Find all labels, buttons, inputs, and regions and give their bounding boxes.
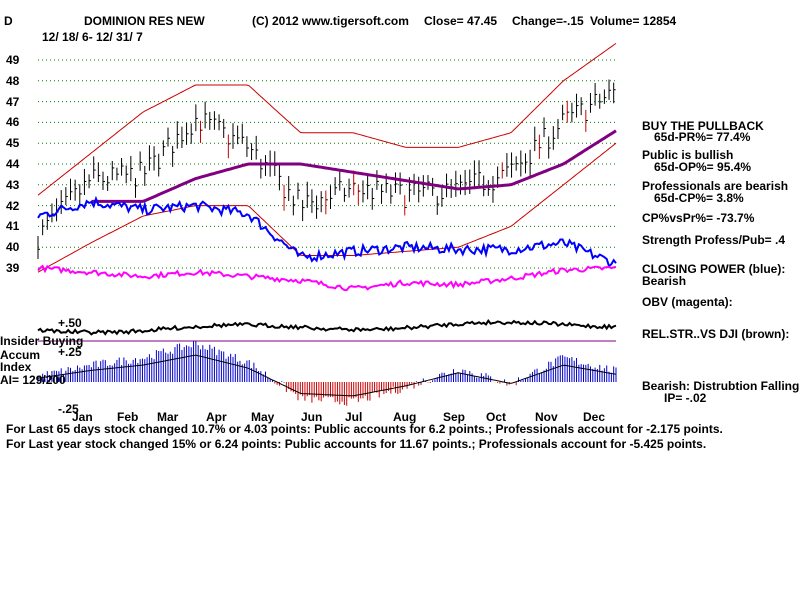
accum-axis-top: +.50 [58, 316, 82, 330]
month-oct: Oct [486, 410, 507, 424]
accum-ma [37, 354, 617, 397]
price-tick-40: 40 [6, 240, 20, 255]
ai-label: AI= 129/200 [0, 373, 66, 387]
side-line-7: CP%vsPr%= -73.7% [642, 211, 755, 225]
side-line-8: Strength Profess/Pub= .4 [642, 233, 786, 247]
side-line-4: 65d-OP%= 95.4% [654, 160, 752, 174]
month-jul: Jul [345, 410, 363, 424]
month-nov: Nov [535, 410, 558, 424]
price-tick-48: 48 [6, 73, 20, 88]
price-tick-42: 42 [6, 198, 20, 213]
bollinger-bands [37, 42, 617, 273]
price-tick-41: 41 [6, 219, 20, 234]
rel-strength [37, 318, 617, 336]
price-tick-39: 39 [6, 261, 20, 275]
footer-line-1: For Last 65 days stock changed 10.7% or … [6, 422, 723, 436]
price-tick-49: 49 [6, 53, 20, 67]
ma-65-line [91, 129, 617, 203]
close-price: Close= 47.45 [424, 14, 498, 28]
ticker-symbol: D [4, 14, 13, 28]
index-label: Index [0, 360, 32, 374]
insider-buying-label: Insider Buying [0, 334, 84, 348]
side-line-11: OBV (magenta): [642, 295, 733, 309]
month-jun: Jun [301, 410, 323, 424]
relative-strength-line [37, 318, 617, 342]
price-tick-43: 43 [6, 177, 20, 192]
side-line-3: Public is bullish [642, 148, 734, 162]
price-bars [37, 79, 616, 260]
month-aug: Aug [393, 410, 417, 424]
side-line-10: Bearish [642, 274, 687, 288]
side-line-1: BUY THE PULLBACK [642, 119, 764, 133]
copyright: (C) 2012 www.tigersoft.com [252, 14, 409, 28]
date-range: 12/ 18/ 6- 12/ 31/ 7 [42, 30, 143, 44]
lower-band [37, 142, 617, 273]
obv [37, 264, 617, 292]
month-sep: Sep [443, 410, 466, 424]
accum-axis-mid: +.25 [58, 345, 82, 359]
price-tick-47: 47 [6, 94, 20, 109]
stock-name: DOMINION RES NEW [84, 14, 205, 28]
month-jan: Jan [72, 410, 93, 424]
month-feb: Feb [117, 410, 139, 424]
closing-power-line [37, 195, 617, 268]
month-may: May [251, 410, 275, 424]
price-tick-46: 46 [6, 115, 20, 130]
side-line-13: Bearish: Distrubtion Falling. [642, 379, 800, 393]
obv-line [37, 264, 617, 292]
footer-line-2: For Last year stock changed 15% or 6.24 … [6, 437, 707, 451]
moving-average [91, 129, 617, 203]
accumulation-histogram [37, 341, 617, 406]
month-dec: Dec [583, 410, 606, 424]
side-line-6: 65d-CP%= 3.8% [654, 191, 744, 205]
side-line-9: CLOSING POWER (blue): [642, 262, 786, 276]
price-grid [38, 59, 616, 269]
side-line-2: 65d-PR%= 77.4% [654, 130, 751, 144]
side-line-12: REL.STR..VS DJI (brown): [642, 327, 790, 341]
accum-label: Accum [0, 348, 41, 362]
month-mar: Mar [157, 410, 179, 424]
month-apr: Apr [206, 410, 227, 424]
closing-power [37, 195, 617, 268]
change-value: Change=-.15 [512, 14, 584, 28]
price-tick-44: 44 [6, 157, 20, 171]
accum-axis-bottom: -.25 [58, 402, 79, 416]
side-line-5: Professionals are bearish [642, 179, 789, 193]
volume-value: Volume= 12854 [590, 14, 677, 28]
side-line-14: IP= -.02 [664, 391, 707, 405]
upper-band [37, 42, 617, 196]
price-tick-45: 45 [6, 136, 20, 151]
